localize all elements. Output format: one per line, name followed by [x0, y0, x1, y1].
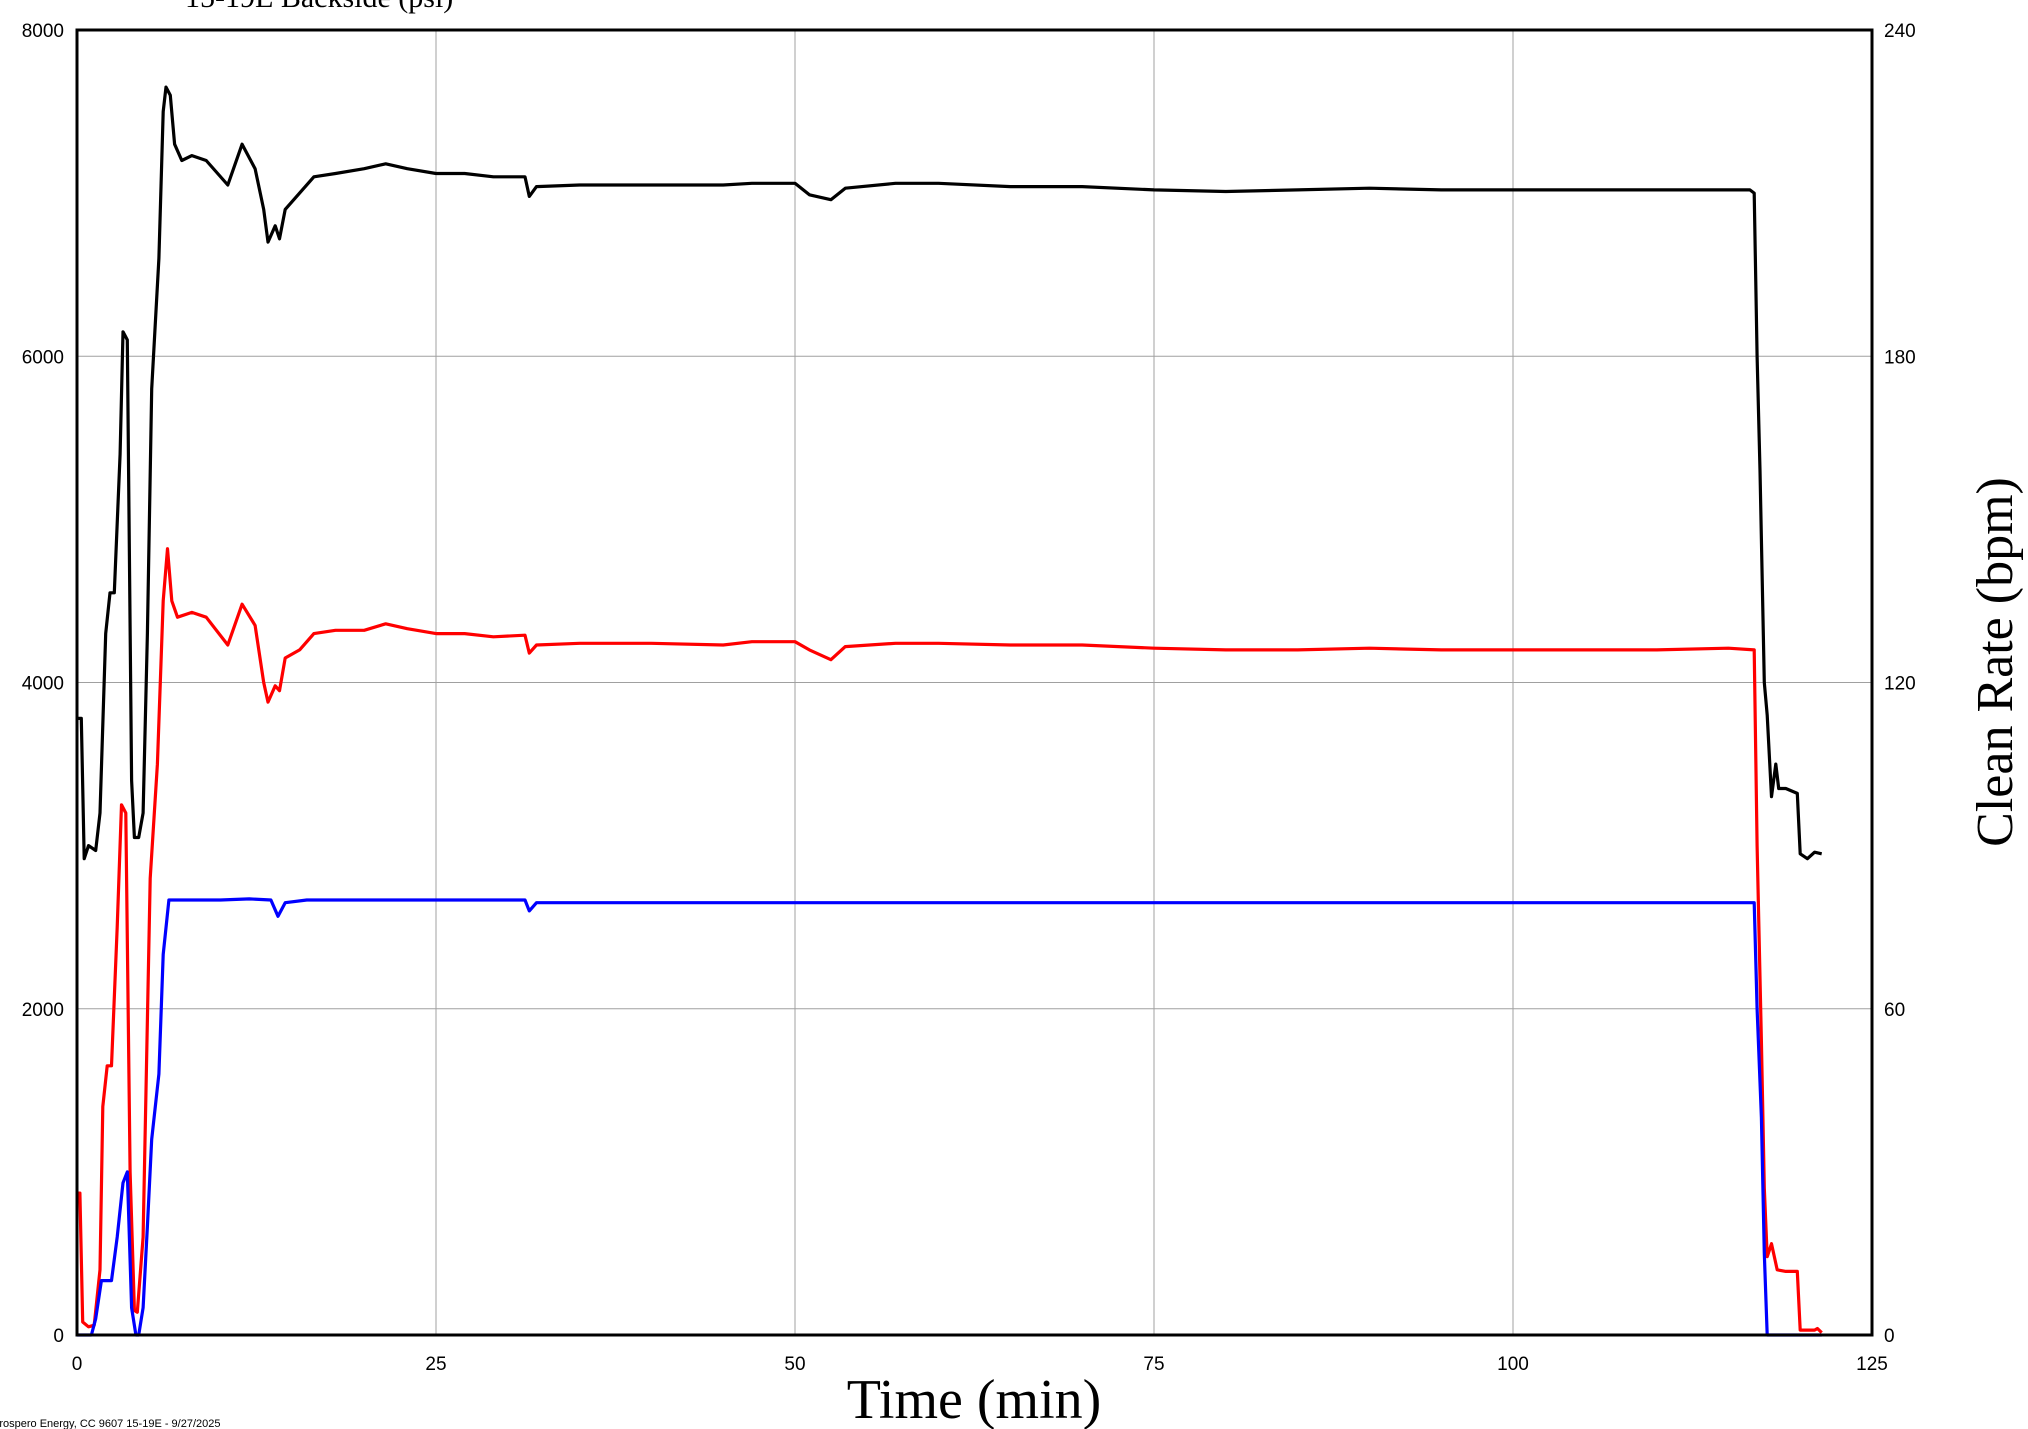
x-tick-label-3: 75: [1143, 1354, 1164, 1375]
x-tick-label-1: 25: [425, 1354, 446, 1375]
right-tick-label-2: 120: [1884, 674, 1916, 695]
series-line-1: [77, 547, 1823, 1334]
right-tick-label-1: 60: [1884, 1000, 1905, 1021]
right-axis-title: Clean Rate (bpm): [1967, 477, 2024, 847]
left-tick-label-3: 6000: [22, 347, 64, 368]
x-axis-title: Time (min): [847, 1369, 1102, 1429]
series-line-0: [77, 85, 1823, 861]
left-tick-label-0: 0: [53, 1326, 64, 1347]
right-tick-label-4: 240: [1884, 21, 1916, 42]
right-axis-tick-labels: 0 60 120 180 240: [1884, 21, 1916, 1347]
footer-text: Prospero Energy, CC 9607 15-19E - 9/27/2…: [0, 1418, 221, 1429]
x-tick-label-4: 100: [1497, 1354, 1529, 1375]
x-tick-label-0: 0: [72, 1354, 83, 1375]
left-tick-label-1: 2000: [22, 1000, 64, 1021]
x-tick-label-2: 50: [784, 1354, 805, 1375]
chart-grid: [76, 29, 1873, 1336]
top-series-label: 15-19E Backside (psi): [185, 0, 453, 14]
plot-frame: [75, 28, 1874, 1337]
x-tick-label-5: 125: [1856, 1354, 1888, 1375]
right-tick-label-0: 0: [1884, 1326, 1895, 1347]
left-axis-tick-labels: 0 2000 4000 6000 8000: [22, 21, 64, 1347]
left-tick-label-4: 8000: [22, 21, 64, 42]
right-tick-label-3: 180: [1884, 347, 1916, 368]
chart-series: [77, 85, 1823, 1337]
series-line-2: [77, 897, 1822, 1337]
x-axis-tick-labels: 0 25 50 75 100 125: [72, 1354, 1888, 1375]
left-tick-label-2: 4000: [22, 674, 64, 695]
